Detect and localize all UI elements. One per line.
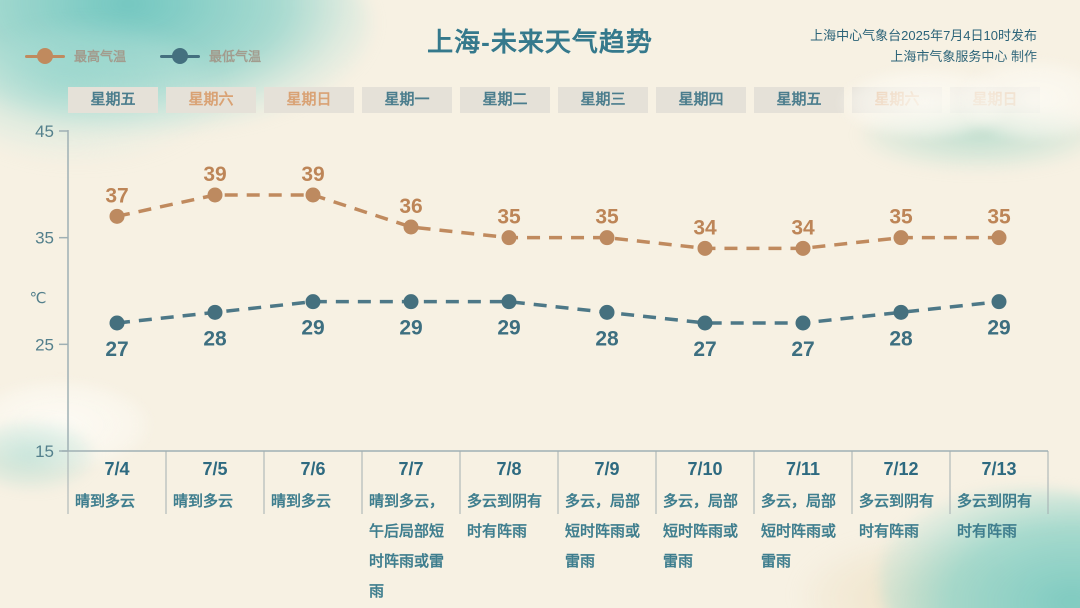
y-tick-label: 15 <box>35 442 54 461</box>
weather-condition: 晴到多云，午后局部短时阵雨或雷雨 <box>369 493 445 600</box>
low-temp-value-label: 28 <box>203 327 227 350</box>
high-temp-value-label: 35 <box>595 206 619 229</box>
date-label: 7/6 <box>300 459 326 479</box>
weekday-header: 星期四 <box>656 87 746 113</box>
weekday-header: 星期一 <box>362 87 452 113</box>
weather-condition: 晴到多云 <box>271 493 332 510</box>
low-temp-value-label: 29 <box>301 317 324 340</box>
weather-condition: 晴到多云 <box>75 493 136 510</box>
weather-condition: 多云，局部短时阵雨或雷雨 <box>663 493 739 570</box>
high-temp-point <box>893 230 909 246</box>
page-title: 上海-未来天气趋势 <box>427 27 653 57</box>
weather-condition: 多云到阴有时有阵雨 <box>957 493 1033 540</box>
weather-condition: 多云，局部短时阵雨或雷雨 <box>565 493 641 570</box>
high-temp-point <box>991 230 1007 246</box>
low-temp-value-label: 29 <box>399 317 422 340</box>
low-temp-point <box>599 304 615 320</box>
low-temp-value-label: 27 <box>693 338 716 361</box>
high-temp-point <box>599 230 615 246</box>
low-temp-point <box>991 294 1007 310</box>
high-temp-value-label: 35 <box>889 206 913 229</box>
low-temp-point <box>501 294 517 310</box>
low-temp-value-label: 29 <box>987 317 1010 340</box>
date-label: 7/9 <box>594 459 620 479</box>
high-temp-point <box>697 240 713 256</box>
low-temp-point <box>207 304 223 320</box>
high-temp-value-label: 37 <box>105 184 128 207</box>
date-label: 7/12 <box>883 459 919 479</box>
date-label: 7/13 <box>981 459 1017 479</box>
date-label: 7/5 <box>202 459 228 479</box>
high-temp-value-label: 35 <box>987 206 1011 229</box>
high-temp-value-label: 34 <box>693 216 717 239</box>
low-temp-value-label: 27 <box>791 338 814 361</box>
weather-condition: 多云，局部短时阵雨或雷雨 <box>761 493 837 570</box>
low-temp-line <box>116 299 1000 325</box>
weekday-header: 星期三 <box>558 87 648 113</box>
high-temp-point <box>795 240 811 256</box>
high-temp-point <box>501 230 517 246</box>
date-label: 7/11 <box>785 459 821 479</box>
high-temp-value-label: 39 <box>301 163 324 186</box>
low-temp-point <box>109 315 125 331</box>
low-temp-value-label: 27 <box>105 338 128 361</box>
high-temp-point <box>207 187 223 203</box>
high-temp-value-label: 35 <box>497 206 521 229</box>
date-label: 7/4 <box>104 459 130 479</box>
publisher-line1: 上海中心气象台2025年7月4日10时发布 <box>810 28 1037 43</box>
y-tick-label: 25 <box>35 335 54 354</box>
low-temp-value-label: 28 <box>595 327 619 350</box>
high-temp-point <box>109 208 125 224</box>
weather-condition: 多云到阴有时有阵雨 <box>859 493 935 540</box>
high-temp-value-label: 39 <box>203 163 226 186</box>
weather-condition: 多云到阴有时有阵雨 <box>467 493 543 540</box>
weather-condition: 晴到多云 <box>173 493 234 510</box>
date-label: 7/8 <box>496 459 522 479</box>
low-temp-point <box>403 294 419 310</box>
low-temp-point <box>697 315 713 331</box>
y-tick-label: 35 <box>35 229 54 248</box>
y-tick-label: 45 <box>35 122 54 141</box>
low-temp-point <box>893 304 909 320</box>
low-temp-point <box>795 315 811 331</box>
low-temp-value-label: 29 <box>497 317 520 340</box>
high-temp-value-label: 34 <box>791 216 815 239</box>
high-temp-line <box>116 193 999 251</box>
high-temp-point <box>403 219 419 235</box>
high-temp-point <box>305 187 321 203</box>
low-temp-point <box>305 294 321 310</box>
weekday-header: 星期二 <box>460 87 550 113</box>
y-axis-unit-label: ℃ <box>30 290 47 307</box>
date-label: 7/10 <box>687 459 723 479</box>
weekday-header: 星期五 <box>754 87 844 113</box>
high-temp-value-label: 36 <box>399 195 422 218</box>
date-label: 7/7 <box>398 459 424 479</box>
low-temp-value-label: 28 <box>889 327 913 350</box>
